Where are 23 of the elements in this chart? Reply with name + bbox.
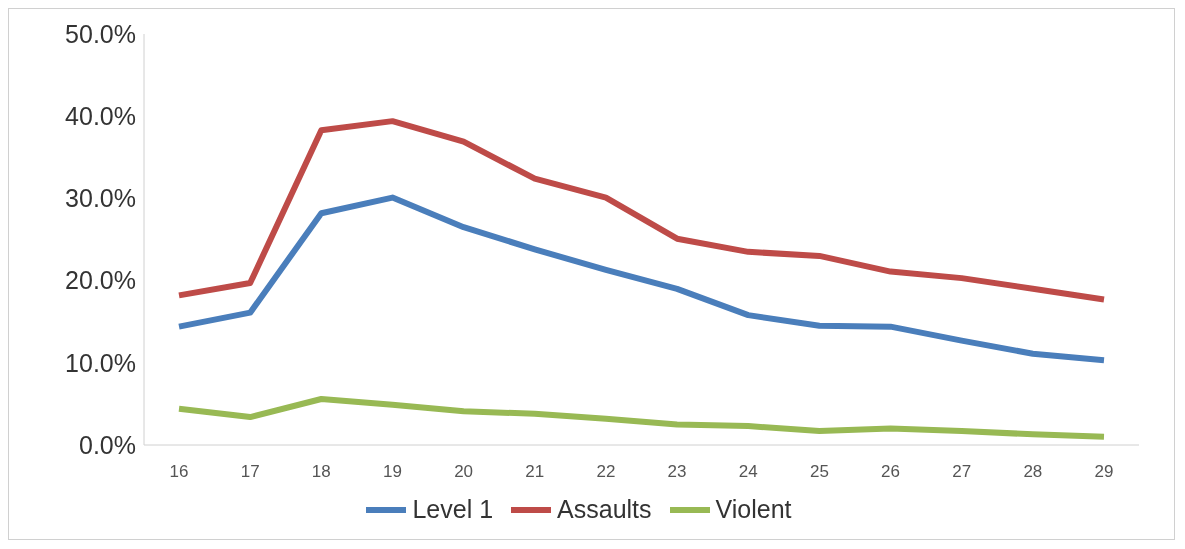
x-tick-label: 28 <box>1023 462 1043 482</box>
y-tick-label: 40.0% <box>65 102 136 131</box>
x-tick-label: 22 <box>596 462 616 482</box>
x-tick-label: 20 <box>454 462 474 482</box>
x-tick-label: 21 <box>525 462 545 482</box>
x-tick-label: 29 <box>1094 462 1114 482</box>
x-tick-label: 18 <box>311 462 331 482</box>
x-tick-label: 25 <box>809 462 829 482</box>
legend-label: Violent <box>715 495 792 524</box>
y-tick-label: 10.0% <box>65 348 136 377</box>
x-tick-label: 27 <box>952 462 972 482</box>
x-tick-label: 19 <box>383 462 402 482</box>
y-tick-label: 50.0% <box>65 19 136 48</box>
x-tick-label: 24 <box>738 462 758 482</box>
y-tick-label: 0.0% <box>79 430 136 459</box>
x-tick-label: 17 <box>240 462 260 482</box>
y-tick-label: 20.0% <box>65 266 136 295</box>
x-tick-label: 16 <box>169 462 189 482</box>
legend-label: Level 1 <box>412 495 494 524</box>
x-tick-label: 23 <box>667 462 687 482</box>
legend-label: Assaults <box>557 495 652 524</box>
y-tick-label: 30.0% <box>65 184 136 213</box>
x-tick-label: 26 <box>881 462 900 482</box>
